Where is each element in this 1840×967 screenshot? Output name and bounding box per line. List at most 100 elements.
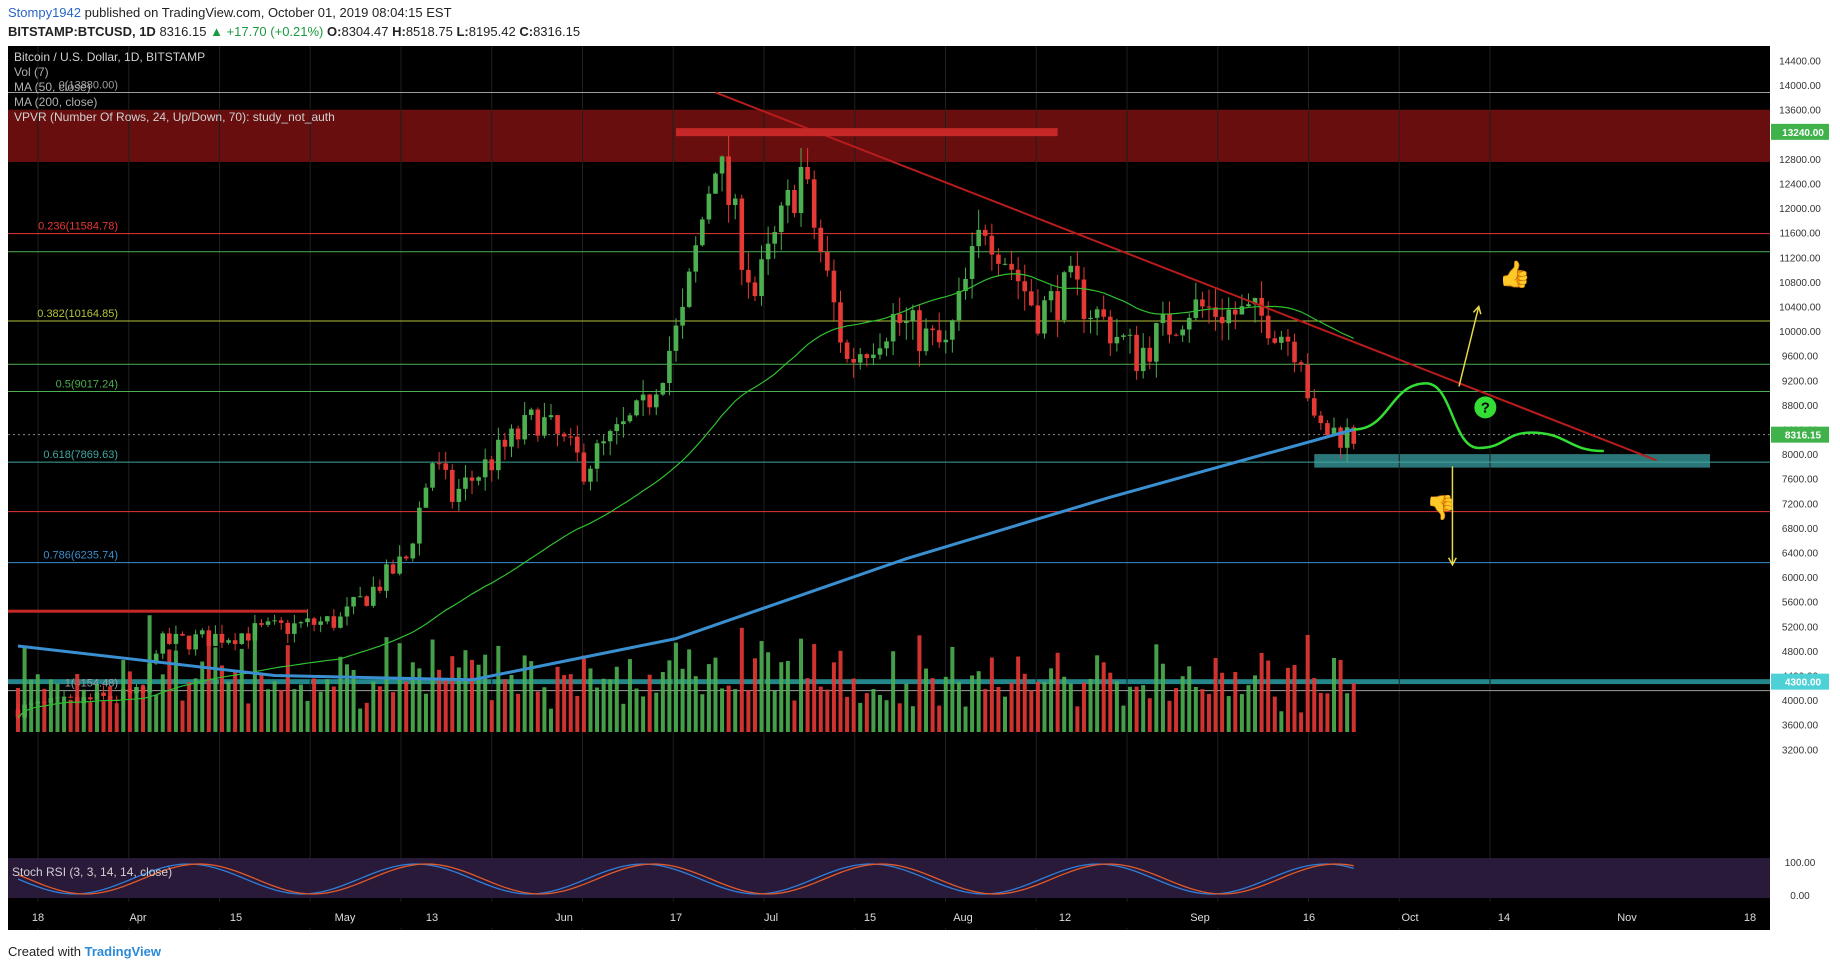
candle-body (950, 320, 955, 340)
volume-bar (647, 674, 652, 732)
volume-bar (785, 660, 790, 732)
candle-body (1015, 269, 1021, 282)
y-tick-label: 3600.00 (1782, 721, 1819, 732)
candle-body (1167, 314, 1172, 335)
volume-bar (555, 666, 560, 732)
price-chart[interactable]: 0(13880.00) 0.236(11584.78) 0.382(10164.85… (0, 46, 1840, 936)
price-label-box (1771, 426, 1829, 443)
time-axis[interactable] (8, 902, 1770, 928)
price-label: 4300.00 (1785, 678, 1822, 689)
candle-body (1311, 398, 1317, 416)
candle-body (357, 596, 363, 598)
candle-body (1107, 316, 1113, 344)
candle-body (890, 314, 896, 342)
x-tick-label: 17 (670, 912, 682, 924)
candle-body (42, 701, 47, 703)
volume-bar (1068, 683, 1073, 732)
volume-bar (726, 685, 731, 732)
question-icon (1474, 396, 1497, 419)
candle-body (292, 623, 297, 634)
candle-body (193, 634, 198, 650)
volume-bar (634, 688, 639, 732)
candle-body (1061, 272, 1067, 320)
volume-bar (1332, 657, 1336, 732)
volume-bar (1272, 696, 1277, 732)
candle-body (1002, 263, 1008, 265)
y-tick-label: 7200.00 (1782, 499, 1819, 510)
volume-bar (68, 699, 73, 732)
candle-body (996, 254, 1001, 264)
volume-bar (1206, 693, 1211, 732)
candle-body (752, 282, 758, 297)
candle-body (390, 564, 396, 574)
volume-bar (884, 700, 889, 732)
volume-bar (55, 683, 60, 732)
candle-body (528, 409, 534, 416)
volume-bar (252, 636, 257, 732)
author-link[interactable]: Stompy1942 (8, 5, 81, 20)
volume-bar (654, 692, 659, 732)
candle-body (686, 271, 692, 307)
close-label: C: (519, 24, 534, 39)
close-value: 8316.15 (533, 24, 581, 39)
candle-body (575, 436, 580, 453)
volume-bar (660, 671, 665, 732)
volume-bar (759, 641, 764, 732)
volume-bar (1049, 668, 1054, 732)
price-label: 8316.15 (1785, 431, 1822, 442)
candle-body (147, 663, 152, 693)
x-tick-label: Jun (555, 912, 573, 924)
legend-ma50: MA (50, close) (14, 80, 91, 94)
candle-body (180, 633, 185, 636)
price-change: ▲ +17.70 (+0.21%) (210, 24, 324, 39)
candle-body (344, 606, 350, 617)
symbol-line: BITSTAMP:BTCUSD, 1D 8316.15 ▲ +17.70 (+0… (8, 24, 580, 39)
candle-body (640, 394, 646, 401)
legend-ma200: MA (200, close) (14, 95, 97, 109)
candle-body (1325, 423, 1330, 436)
volume-bar (1101, 662, 1106, 732)
legend-vpvr: VPVR (Number Of Rows, 24, Up/Down, 70): … (14, 110, 335, 124)
y-tick-label: 8000.00 (1782, 450, 1819, 461)
open-label: O: (327, 24, 342, 39)
bearish-arrow-head (1447, 557, 1457, 567)
x-tick-label: May (335, 912, 356, 924)
volume-bar (733, 689, 738, 732)
candle-body (792, 189, 797, 214)
volume-bar (1055, 652, 1060, 732)
volume-bar (173, 650, 178, 732)
x-tick-label: 18 (1744, 912, 1756, 924)
volume-bar (779, 662, 784, 732)
candle-body (1219, 316, 1225, 324)
volume-bar (312, 678, 317, 732)
candle-body (259, 623, 264, 625)
candle-body (1035, 305, 1041, 334)
y-tick-label: 3200.00 (1782, 745, 1819, 756)
candle-body (1081, 279, 1087, 319)
volume-bar (963, 706, 968, 732)
candle-body (1338, 427, 1343, 448)
candle-body (127, 689, 133, 694)
volume-bar (1154, 644, 1159, 732)
volume-bar (1147, 698, 1152, 732)
candle-body (548, 415, 554, 418)
volume-bar (463, 650, 468, 732)
price-axis[interactable] (1770, 46, 1835, 930)
volume-bar (502, 679, 507, 732)
volume-bar (318, 691, 323, 732)
x-tick-label: 18 (32, 912, 44, 924)
stoch-d-line (17, 863, 1354, 895)
candle-body (1127, 334, 1133, 336)
volume-bar (943, 676, 948, 732)
candle-body (759, 259, 764, 297)
volume-bar (1325, 693, 1330, 732)
candle-body (871, 354, 876, 358)
candle-body (811, 179, 817, 228)
tradingview-logo[interactable]: TradingView (84, 944, 161, 959)
volume-bar (1167, 700, 1172, 732)
volume-bar (1016, 656, 1021, 732)
volume-bar (996, 687, 1001, 732)
volume-bar (516, 693, 521, 732)
fib-level-label: 0.236(11584.78) (38, 221, 118, 233)
volume-bar (1213, 657, 1218, 732)
